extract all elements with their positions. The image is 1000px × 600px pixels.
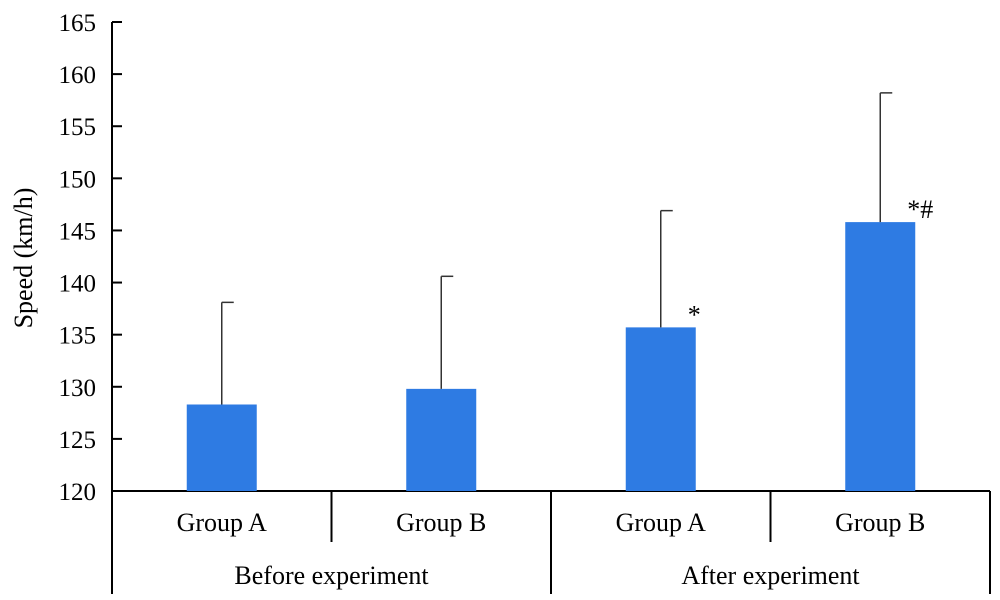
bars: * *#	[186, 92, 933, 491]
y-tick-label: 165	[59, 10, 97, 37]
y-tick-label: 125	[59, 427, 97, 454]
y-tick-label: 155	[59, 114, 97, 141]
bar	[406, 388, 477, 491]
y-tick-label: 140	[59, 271, 97, 298]
y-tick-label: 150	[59, 166, 97, 193]
y-ticks: 120 125 130 135 140 145 150 155 160 165	[59, 10, 122, 506]
x-labels: Group A Group B Group A Group B Before exper…	[111, 491, 991, 594]
y-tick-label: 135	[59, 323, 97, 350]
x-category-label: Group B	[835, 508, 925, 537]
bar	[186, 404, 257, 491]
bar	[845, 222, 916, 491]
x-category-label: Group A	[177, 508, 268, 537]
y-axis-label: Speed (km/h)	[9, 188, 38, 329]
significance-marker: *#	[907, 195, 933, 224]
x-category-label: Group A	[616, 508, 707, 537]
x-category-label: Group B	[396, 508, 486, 537]
x-group-label: After experiment	[681, 561, 860, 590]
y-tick-label: 145	[59, 218, 97, 245]
y-tick-label: 160	[59, 62, 97, 89]
significance-marker: *	[688, 300, 701, 329]
y-tick-label: 130	[59, 375, 97, 402]
bar	[625, 327, 696, 491]
y-tick-label: 120	[59, 479, 97, 506]
x-group-label: Before experiment	[234, 561, 429, 590]
